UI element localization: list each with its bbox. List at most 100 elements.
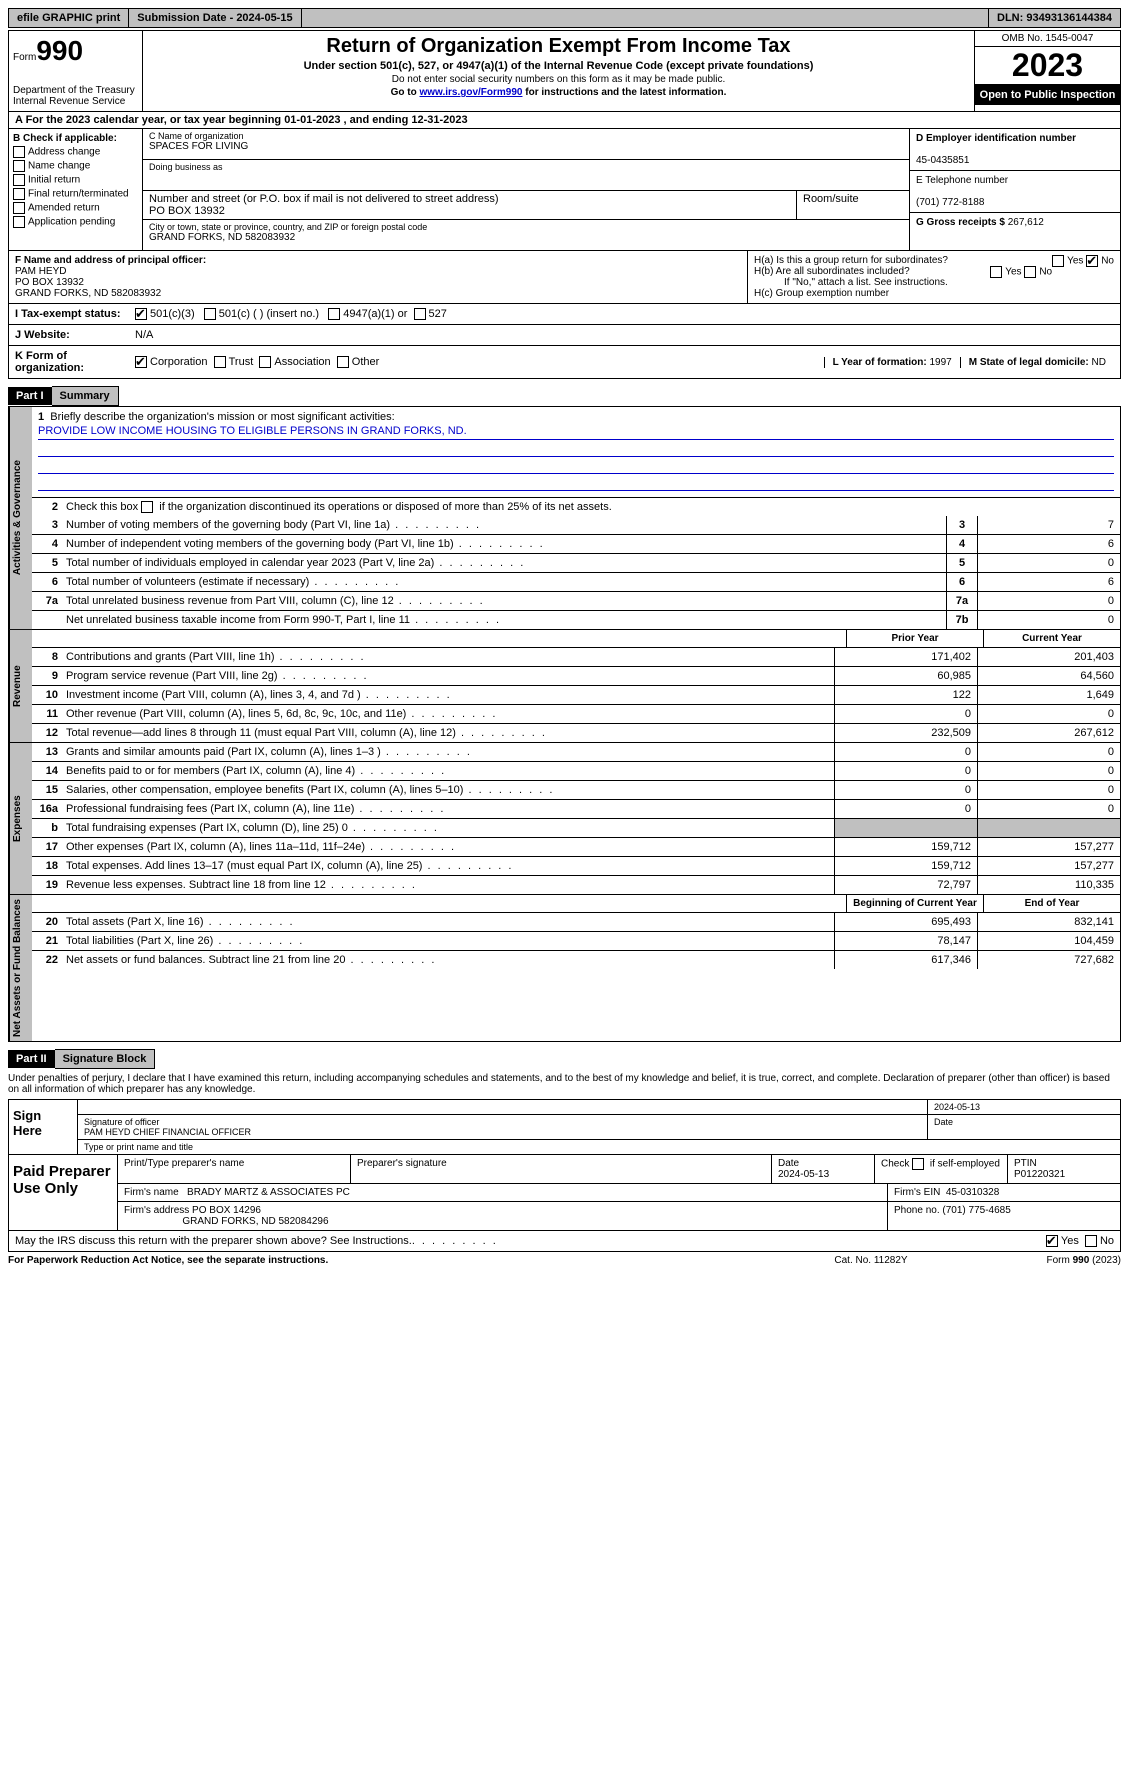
inspection-label: Open to Public Inspection — [975, 85, 1120, 105]
section-a: A For the 2023 calendar year, or tax yea… — [8, 112, 1121, 129]
chk-self-employed[interactable] — [912, 1158, 924, 1170]
chk-501c[interactable] — [204, 308, 216, 320]
header-center: Return of Organization Exempt From Incom… — [143, 31, 975, 111]
firm-phone: (701) 775-4685 — [942, 1205, 1010, 1216]
summary-row: 3Number of voting members of the governi… — [32, 516, 1120, 535]
officer-signature: PAM HEYD CHIEF FINANCIAL OFFICER — [84, 1127, 251, 1137]
section-b: B Check if applicable: Address change Na… — [9, 129, 143, 250]
firm-ein: 45-0310328 — [946, 1187, 999, 1198]
cat-no: Cat. No. 11282Y — [771, 1255, 971, 1266]
hb-no[interactable] — [1024, 266, 1036, 278]
sign-here-block: Sign Here 2024-05-13 Signature of office… — [8, 1099, 1121, 1155]
chk-final-return[interactable] — [13, 188, 25, 200]
summary-row: 21Total liabilities (Part X, line 26)78,… — [32, 932, 1120, 951]
city-state-zip: GRAND FORKS, ND 582083932 — [149, 232, 903, 243]
part-1: Activities & Governance 1 Briefly descri… — [8, 406, 1121, 1042]
phone: (701) 772-8188 — [916, 197, 984, 208]
summary-row: 12Total revenue—add lines 8 through 11 (… — [32, 724, 1120, 742]
form-ref: 990 — [1073, 1255, 1090, 1266]
chk-501c3[interactable] — [135, 308, 147, 320]
form-label: Form — [13, 52, 36, 63]
form-header: Form990 Department of the Treasury Inter… — [8, 30, 1121, 112]
discuss-row: May the IRS discuss this return with the… — [8, 1231, 1121, 1252]
summary-row: 22Net assets or fund balances. Subtract … — [32, 951, 1120, 969]
goto-note: Go to www.irs.gov/Form990 for instructio… — [147, 87, 970, 98]
summary-row: 19Revenue less expenses. Subtract line 1… — [32, 876, 1120, 894]
sig-date: 2024-05-13 — [928, 1100, 1120, 1114]
ein: 45-0435851 — [916, 155, 969, 166]
mission-text: PROVIDE LOW INCOME HOUSING TO ELIGIBLE P… — [38, 425, 1114, 440]
org-name: SPACES FOR LIVING — [149, 141, 903, 152]
chk-other[interactable] — [337, 356, 349, 368]
summary-row: 18Total expenses. Add lines 13–17 (must … — [32, 857, 1120, 876]
summary-row: 7aTotal unrelated business revenue from … — [32, 592, 1120, 611]
tax-year: 2023 — [975, 47, 1120, 85]
summary-row: 14Benefits paid to or for members (Part … — [32, 762, 1120, 781]
vtab-governance: Activities & Governance — [9, 407, 32, 629]
summary-row: 16aProfessional fundraising fees (Part I… — [32, 800, 1120, 819]
ssn-note: Do not enter social security numbers on … — [147, 74, 970, 85]
chk-corp[interactable] — [135, 356, 147, 368]
discuss-yes[interactable] — [1046, 1235, 1058, 1247]
chk-app-pending[interactable] — [13, 216, 25, 228]
form-number: 990 — [36, 35, 83, 66]
chk-assoc[interactable] — [259, 356, 271, 368]
chk-address-change[interactable] — [13, 146, 25, 158]
header-left: Form990 Department of the Treasury Inter… — [9, 31, 143, 111]
summary-row: 13Grants and similar amounts paid (Part … — [32, 743, 1120, 762]
chk-trust[interactable] — [214, 356, 226, 368]
footer: For Paperwork Reduction Act Notice, see … — [8, 1252, 1121, 1269]
domicile: ND — [1092, 357, 1106, 368]
website: N/A — [135, 329, 153, 341]
header-right: OMB No. 1545-0047 2023 Open to Public In… — [975, 31, 1120, 111]
perjury-declaration: Under penalties of perjury, I declare th… — [8, 1069, 1121, 1099]
chk-name-change[interactable] — [13, 160, 25, 172]
section-i: I Tax-exempt status: 501(c)(3) 501(c) ( … — [8, 304, 1121, 325]
dln: DLN: 93493136144384 — [988, 9, 1120, 27]
chk-527[interactable] — [414, 308, 426, 320]
hb-yes[interactable] — [990, 266, 1002, 278]
ptin: P01220321 — [1014, 1169, 1065, 1180]
vtab-expenses: Expenses — [9, 743, 32, 894]
summary-row: 8Contributions and grants (Part VIII, li… — [32, 648, 1120, 667]
top-bar: efile GRAPHIC print Submission Date - 20… — [8, 8, 1121, 28]
ha-yes[interactable] — [1052, 255, 1064, 267]
entity-block: B Check if applicable: Address change Na… — [8, 129, 1121, 251]
officer-name: PAM HEYD — [15, 266, 67, 277]
section-klm: K Form of organization: Corporation Trus… — [8, 346, 1121, 379]
form-subtitle: Under section 501(c), 527, or 4947(a)(1)… — [147, 60, 970, 72]
summary-row: 11Other revenue (Part VIII, column (A), … — [32, 705, 1120, 724]
paid-preparer-block: Paid Preparer Use Only Print/Type prepar… — [8, 1155, 1121, 1231]
irs-link[interactable]: www.irs.gov/Form990 — [419, 87, 522, 98]
summary-row: 9Program service revenue (Part VIII, lin… — [32, 667, 1120, 686]
year-formation: 1997 — [929, 357, 951, 368]
chk-4947[interactable] — [328, 308, 340, 320]
summary-row: 10Investment income (Part VIII, column (… — [32, 686, 1120, 705]
part-2-header: Part IISignature Block — [8, 1042, 1121, 1069]
chk-initial-return[interactable] — [13, 174, 25, 186]
vtab-netassets: Net Assets or Fund Balances — [9, 895, 32, 1041]
section-de: D Employer identification number 45-0435… — [909, 129, 1120, 250]
summary-row: 6Total number of volunteers (estimate if… — [32, 573, 1120, 592]
summary-row: 4Number of independent voting members of… — [32, 535, 1120, 554]
summary-row: 5Total number of individuals employed in… — [32, 554, 1120, 573]
vtab-revenue: Revenue — [9, 630, 32, 742]
summary-row: Net unrelated business taxable income fr… — [32, 611, 1120, 629]
part-1-header: Part ISummary — [8, 379, 1121, 406]
ha-no[interactable] — [1086, 255, 1098, 267]
summary-row: 15Salaries, other compensation, employee… — [32, 781, 1120, 800]
section-j: J Website: N/A — [8, 325, 1121, 346]
chk-amended[interactable] — [13, 202, 25, 214]
gross-receipts: 267,612 — [1008, 217, 1044, 228]
dept-label: Department of the Treasury Internal Reve… — [13, 85, 138, 107]
section-c: C Name of organization SPACES FOR LIVING… — [143, 129, 909, 250]
street-address: PO BOX 13932 — [149, 205, 790, 217]
discuss-no[interactable] — [1085, 1235, 1097, 1247]
chk-discontinued[interactable] — [141, 501, 153, 513]
firm-address: GRAND FORKS, ND 582084296 — [182, 1216, 328, 1227]
form-title: Return of Organization Exempt From Incom… — [147, 35, 970, 58]
submission-date: Submission Date - 2024-05-15 — [129, 9, 301, 27]
summary-row: 20Total assets (Part X, line 16)695,4938… — [32, 913, 1120, 932]
efile-label[interactable]: efile GRAPHIC print — [9, 9, 129, 27]
summary-row: 17Other expenses (Part IX, column (A), l… — [32, 838, 1120, 857]
